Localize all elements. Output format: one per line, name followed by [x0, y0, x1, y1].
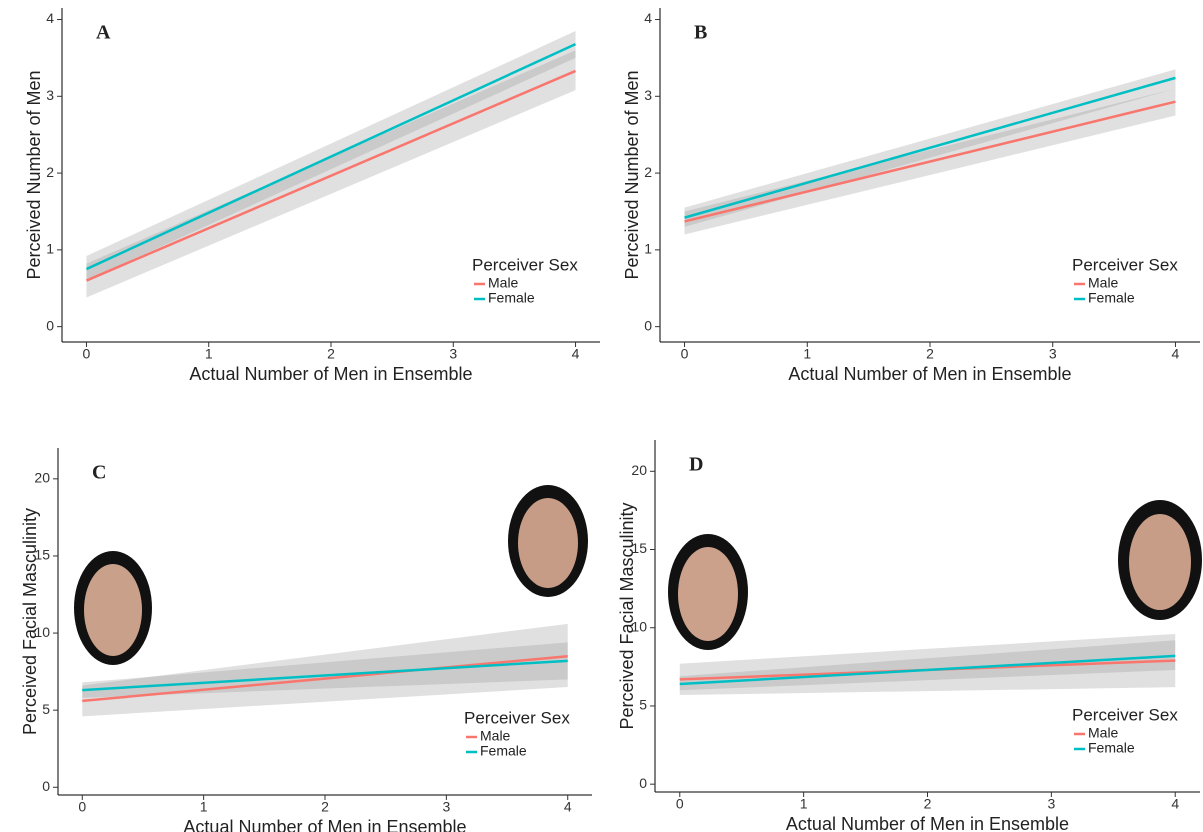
y-tick-label: 5: [639, 697, 647, 713]
legend-title: Perceiver Sex: [472, 255, 578, 274]
face-photo: [518, 498, 578, 588]
x-tick-label: 4: [1172, 346, 1180, 362]
confidence-band: [82, 623, 568, 717]
x-tick-label: 0: [83, 346, 91, 362]
panel-label: C: [92, 462, 106, 484]
x-tick-label: 2: [321, 799, 329, 815]
series-line: [679, 654, 1176, 686]
chart-panel: 0 1 2 3 4 0 5 10 15 20 Actual Number of Men in Ens…: [20, 448, 592, 832]
legend-label: Female: [1088, 290, 1135, 306]
chart-panel: 0 1 2 3 4 0 1 2 3 4 Actual Number of Men in Ensemb…: [622, 8, 1200, 384]
y-axis-label: Perceived Number of Men: [24, 70, 44, 279]
x-tick-label: 3: [1049, 346, 1057, 362]
x-tick-label: 2: [926, 346, 934, 362]
x-axis-label: Actual Number of Men in Ensemble: [786, 814, 1069, 832]
x-tick-label: 4: [1171, 796, 1179, 812]
face-photo: [1129, 514, 1191, 610]
x-tick-label: 4: [564, 799, 572, 815]
y-tick-label: 10: [34, 624, 50, 640]
confidence-band: [679, 633, 1176, 696]
x-axis-label: Actual Number of Men in Ensemble: [189, 364, 472, 384]
series-line: [684, 100, 1176, 223]
legend-label: Male: [1088, 275, 1119, 291]
chart-panel: 0 1 2 3 4 0 5 10 15 20 Actual Number of Men in Ens…: [617, 440, 1200, 832]
panel-label: B: [694, 22, 707, 44]
y-axis-label: Perceived Number of Men: [622, 70, 642, 279]
y-tick-label: 3: [644, 87, 652, 103]
y-tick-label: 15: [631, 540, 647, 556]
x-tick-label: 1: [800, 796, 808, 812]
x-tick-label: 0: [676, 796, 684, 812]
series-line: [684, 76, 1176, 219]
x-tick-label: 1: [803, 346, 811, 362]
y-axis-label: Perceived Facial Masculinity: [617, 502, 637, 729]
confidence-band: [86, 50, 576, 298]
x-tick-label: 1: [205, 346, 213, 362]
legend-title: Perceiver Sex: [1072, 705, 1178, 724]
series-line: [82, 659, 568, 692]
x-tick-label: 0: [78, 799, 86, 815]
y-tick-label: 1: [46, 241, 54, 257]
y-tick-label: 0: [644, 317, 652, 333]
x-axis-label: Actual Number of Men in Ensemble: [788, 364, 1071, 384]
y-tick-label: 0: [639, 775, 647, 791]
series-line: [85, 42, 577, 271]
y-tick-label: 0: [46, 317, 54, 333]
y-tick-label: 5: [42, 701, 50, 717]
x-tick-label: 3: [1047, 796, 1055, 812]
x-tick-label: 1: [200, 799, 208, 815]
y-tick-label: 2: [46, 164, 54, 180]
legend-label: Female: [1088, 740, 1135, 756]
legend-title: Perceiver Sex: [464, 708, 570, 727]
y-tick-label: 4: [644, 10, 652, 26]
y-tick-label: 20: [631, 462, 647, 478]
panel-label: D: [689, 454, 703, 476]
x-tick-label: 3: [449, 346, 457, 362]
x-axis-label: Actual Number of Men in Ensemble: [183, 817, 466, 832]
y-axis-label: Perceived Facial Masculinity: [20, 508, 40, 735]
x-tick-label: 2: [924, 796, 932, 812]
legend-label: Male: [1088, 725, 1119, 741]
chart-panel: 0 1 2 3 4 0 1 2 3 4 Actual Number of Men in Ensemb…: [24, 8, 600, 384]
series-line: [82, 654, 568, 703]
face-photo: [678, 547, 738, 641]
legend-label: Female: [480, 743, 527, 759]
legend-label: Female: [488, 290, 535, 306]
y-tick-label: 0: [42, 778, 50, 794]
face-photo: [84, 564, 142, 656]
y-tick-label: 15: [34, 547, 50, 563]
y-tick-label: 1: [644, 241, 652, 257]
series-line: [85, 69, 577, 282]
x-tick-label: 0: [681, 346, 689, 362]
legend-label: Male: [480, 728, 511, 744]
x-tick-label: 2: [327, 346, 335, 362]
faces: [74, 485, 1202, 665]
y-tick-label: 10: [631, 618, 647, 634]
y-tick-label: 2: [644, 164, 652, 180]
y-tick-label: 4: [46, 10, 54, 26]
y-tick-label: 3: [46, 87, 54, 103]
x-tick-label: 3: [442, 799, 450, 815]
legend-title: Perceiver Sex: [1072, 255, 1178, 274]
legend-label: Male: [488, 275, 519, 291]
x-tick-label: 4: [572, 346, 580, 362]
y-tick-label: 20: [34, 470, 50, 486]
panel-label: A: [96, 22, 111, 44]
